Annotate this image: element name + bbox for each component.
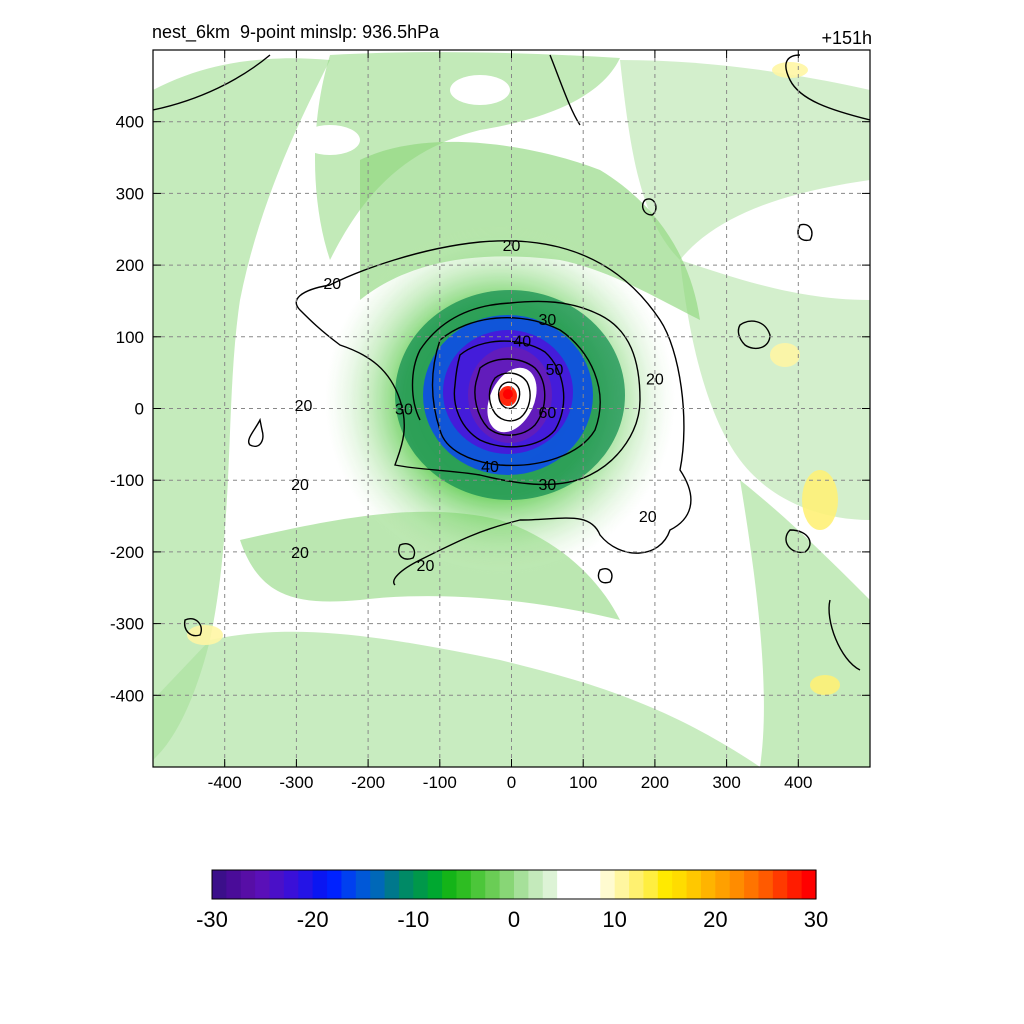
plot-area: 20 20 20 20 20 20 20 20 30 30 30 40 40 50 60: [153, 50, 870, 767]
colorbar-tick-label: -20: [297, 907, 329, 932]
x-tick-label: 200: [641, 773, 669, 792]
colorbar-tick-label: -10: [397, 907, 429, 932]
colorbar-swatch: [398, 870, 414, 899]
colorbar-swatch: [729, 870, 745, 899]
colorbar-swatch: [240, 870, 256, 899]
colorbar-swatch: [269, 870, 285, 899]
colorbar-tick-label: 0: [508, 907, 520, 932]
colorbar-tick-label: 20: [703, 907, 727, 932]
colorbar-swatch: [787, 870, 803, 899]
x-tick-label: 300: [712, 773, 740, 792]
colorbar-swatch: [657, 870, 673, 899]
y-axis: 400 300 200 100 0 -100 -200 -300 -400: [110, 113, 870, 705]
contour-label: 20: [323, 276, 341, 293]
x-tick-label: 400: [784, 773, 812, 792]
colorbar-swatch: [700, 870, 716, 899]
colorbar-swatch: [427, 870, 443, 899]
x-tick-label: -100: [423, 773, 457, 792]
colorbar-swatch: [600, 870, 616, 899]
contour-label: 40: [513, 333, 531, 350]
colorbar-swatch: [715, 870, 731, 899]
colorbar-swatch: [542, 870, 558, 899]
colorbar-swatch: [801, 870, 817, 899]
colorbar-frame: [211, 869, 817, 900]
y-tick-label: -400: [110, 686, 144, 705]
y-tick-label: 300: [116, 184, 144, 203]
contour-label: 20: [291, 545, 309, 562]
contour-labels: 20 20 20 20 20 20 20 20 30 30 30 40 40 50 60: [291, 238, 664, 575]
contour-label: 60: [538, 405, 556, 422]
contour-lines: [153, 54, 870, 671]
x-tick-label: -400: [208, 773, 242, 792]
colorbar-swatch: [528, 870, 544, 899]
colorbar-swatch: [744, 870, 760, 899]
contour-label: 20: [646, 371, 664, 388]
colorbar-swatch: [571, 870, 587, 899]
colorbar-swatch: [226, 870, 242, 899]
colorbar-swatch: [355, 870, 371, 899]
colorbar-swatch: [614, 870, 630, 899]
y-tick-label: -200: [110, 543, 144, 562]
colorbar-ticks: -30 -20 -10 0 10 20 30: [196, 907, 828, 932]
y-tick-label: 100: [116, 328, 144, 347]
contour-label: 30: [538, 477, 556, 494]
y-tick-label: 200: [116, 256, 144, 275]
x-tick-label: 100: [569, 773, 597, 792]
colorbar-swatch: [557, 870, 573, 899]
colorbar-swatch: [341, 870, 357, 899]
colorbar-tick-label: -30: [196, 907, 228, 932]
colorbar-swatch: [470, 870, 486, 899]
colorbar-swatch: [672, 870, 688, 899]
colorbar-swatch: [643, 870, 659, 899]
colorbar-swatch: [514, 870, 529, 899]
contour-label: 20: [295, 398, 313, 415]
colorbar-swatch: [758, 870, 774, 899]
colorbar: [212, 870, 817, 899]
contour-label: 30: [538, 312, 556, 329]
colorbar-swatch: [772, 870, 788, 899]
colorbar-swatch: [283, 870, 299, 899]
colorbar-swatch: [255, 870, 271, 899]
colorbar-swatch: [442, 870, 458, 899]
colorbar-swatch: [327, 870, 343, 899]
colorbar-swatch: [485, 870, 501, 899]
colorbar-swatch: [585, 870, 601, 899]
y-tick-label: -300: [110, 615, 144, 634]
y-tick-label: 0: [135, 400, 144, 419]
colorbar-swatch: [629, 870, 645, 899]
colorbar-swatch: [212, 870, 227, 899]
colorbar-swatch: [370, 870, 386, 899]
colorbar-swatch: [686, 870, 702, 899]
contour-label: 50: [546, 362, 564, 379]
y-tick-label: 400: [116, 113, 144, 132]
chart-title: nest_6km 9-point minslp: 936.5hPa: [152, 22, 440, 42]
colorbar-swatch: [499, 870, 515, 899]
colorbar-tick-label: 10: [602, 907, 626, 932]
contour-label: 20: [291, 477, 309, 494]
forecast-hour-label: +151h: [821, 28, 872, 48]
x-tick-label: 0: [507, 773, 516, 792]
contour-label: 40: [481, 459, 499, 476]
colorbar-swatch: [312, 870, 328, 899]
colorbar-swatch: [384, 870, 400, 899]
contour-label: 30: [395, 402, 413, 419]
contour-label: 20: [639, 509, 657, 526]
storm-center-marker: [502, 389, 513, 400]
y-tick-label: -100: [110, 471, 144, 490]
contour-label: 20: [417, 558, 435, 575]
colorbar-swatch: [413, 870, 429, 899]
colorbar-swatch: [456, 870, 472, 899]
x-tick-label: -200: [351, 773, 385, 792]
colorbar-swatch: [298, 870, 314, 899]
x-axis: -400 -300 -200 -100 0 100 200 300 400: [208, 50, 812, 792]
contour-label: 20: [503, 238, 521, 255]
colorbar-tick-label: 30: [804, 907, 828, 932]
x-tick-label: -300: [279, 773, 313, 792]
